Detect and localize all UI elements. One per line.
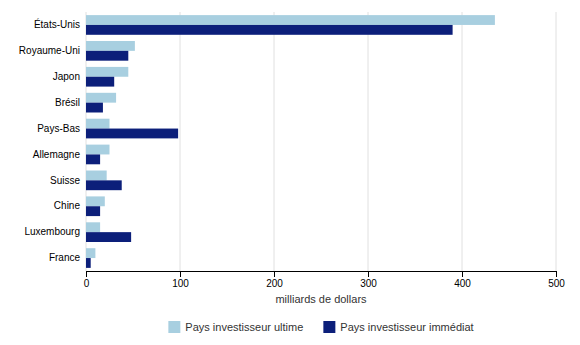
legend-swatch <box>323 321 335 333</box>
chart-svg: 0 100 200 300 400 500 France Luxembourg Chine Sui… <box>0 0 580 345</box>
y-tick: France <box>49 252 81 263</box>
bar <box>86 67 128 77</box>
y-tick: Allemagne <box>33 149 81 160</box>
bar <box>86 129 178 139</box>
bar <box>86 93 116 103</box>
y-tick: Suisse <box>50 175 80 186</box>
grid-line <box>368 12 369 271</box>
bar-series <box>86 25 453 268</box>
legend-label: Pays investisseur immédiat <box>340 321 473 333</box>
x-tick-label: 500 <box>548 278 565 289</box>
grid-line <box>556 12 557 271</box>
bar <box>86 206 100 216</box>
x-tick-mark <box>86 271 87 277</box>
y-tick: Pays-Bas <box>37 123 80 134</box>
x-tick-mark <box>274 271 275 277</box>
x-tick-label: 300 <box>360 278 377 289</box>
legend: Pays investisseur ultime Pays investisseu… <box>168 321 473 333</box>
x-axis-line <box>87 272 557 278</box>
y-tick: États-Unis <box>34 18 80 30</box>
x-tick-label: 0 <box>84 278 90 289</box>
bar <box>86 154 100 164</box>
x-axis: 0 100 200 300 400 500 <box>84 271 566 289</box>
y-tick-label: Chine <box>54 200 81 211</box>
bar <box>86 119 110 129</box>
y-tick: Japon <box>53 71 80 82</box>
bar <box>86 51 128 61</box>
x-tick-mark <box>368 271 369 277</box>
bar <box>86 171 107 181</box>
chart-container: 0 100 200 300 400 500 France Luxembourg Chine Sui… <box>0 0 580 345</box>
x-tick-mark <box>462 271 463 277</box>
bar <box>86 77 114 87</box>
y-tick-label: États-Unis <box>34 18 80 30</box>
x-tick: 500 <box>548 271 565 289</box>
x-tick-label: 100 <box>172 278 189 289</box>
y-axis: France Luxembourg Chine Suisse Allemagne Pays… <box>19 18 81 263</box>
y-tick: Chine <box>54 200 81 211</box>
grid-line <box>274 12 275 271</box>
y-tick-label: Luxembourg <box>24 226 80 237</box>
bar <box>86 15 495 25</box>
x-tick: 200 <box>266 271 283 289</box>
y-tick-label: Pays-Bas <box>37 123 80 134</box>
y-tick-label: Brésil <box>55 97 80 108</box>
bar <box>86 25 453 35</box>
bar-series <box>86 15 495 258</box>
y-tick: Brésil <box>55 97 80 108</box>
legend-label: Pays investisseur ultime <box>185 321 303 333</box>
bar <box>86 145 110 155</box>
bar <box>86 103 103 113</box>
bar <box>86 248 95 258</box>
grid-line <box>180 12 181 271</box>
plot-area: 0 100 200 300 400 500 France Luxembourg Chine Sui… <box>19 12 565 333</box>
bar <box>86 232 131 242</box>
bar <box>86 196 105 206</box>
legend-swatch <box>168 321 180 333</box>
bar <box>86 258 91 268</box>
y-tick-label: Allemagne <box>33 149 81 160</box>
y-tick-label: Royaume-Uni <box>19 45 80 56</box>
bar <box>86 222 100 232</box>
bar <box>86 41 135 51</box>
grid <box>86 12 556 271</box>
y-tick-label: Suisse <box>50 175 80 186</box>
x-axis-title: milliards de dollars <box>275 293 367 305</box>
y-tick: Luxembourg <box>24 226 80 237</box>
x-tick: 400 <box>454 271 471 289</box>
bars <box>86 15 495 268</box>
bar <box>86 180 122 190</box>
x-tick: 0 <box>84 271 90 289</box>
x-tick-mark <box>180 271 181 277</box>
legend-item: Pays investisseur ultime <box>168 321 303 333</box>
x-tick-label: 400 <box>454 278 471 289</box>
x-tick-mark <box>556 271 557 277</box>
legend-item: Pays investisseur immédiat <box>323 321 473 333</box>
y-tick-label: France <box>49 252 81 263</box>
grid-line <box>462 12 463 271</box>
y-tick: Royaume-Uni <box>19 45 80 56</box>
x-tick: 100 <box>172 271 189 289</box>
x-tick-label: 200 <box>266 278 283 289</box>
y-tick-label: Japon <box>53 71 80 82</box>
x-tick: 300 <box>360 271 377 289</box>
